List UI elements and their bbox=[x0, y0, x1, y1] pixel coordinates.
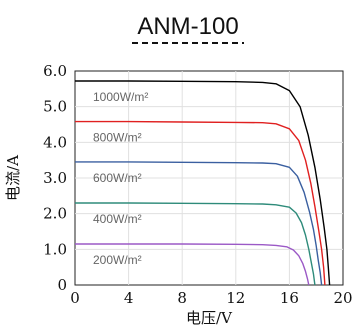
y-axis-label: 电流/A bbox=[4, 155, 22, 201]
y-tick-label: 3.0 bbox=[43, 169, 67, 187]
x-tick-label: 12 bbox=[226, 289, 245, 307]
curve-labels: 1000W/m² 800W/m² 600W/m² 400W/m² 200W/m² bbox=[93, 90, 148, 267]
x-axis-ticks: 0 4 8 12 16 20 bbox=[70, 289, 352, 307]
series-line-1 bbox=[75, 120, 326, 286]
x-tick-label: 16 bbox=[280, 289, 299, 307]
y-tick-label: 6.0 bbox=[43, 62, 67, 80]
x-tick-label: 4 bbox=[124, 289, 134, 307]
series-line-2 bbox=[75, 161, 323, 286]
curve-label-1: 800W/m² bbox=[93, 131, 142, 145]
x-tick-label: 20 bbox=[333, 289, 352, 307]
curves bbox=[75, 80, 331, 286]
x-axis-label: 电压/V bbox=[186, 309, 233, 327]
y-axis-ticks: 0 1.0 2.0 3.0 4.0 5.0 6.0 bbox=[43, 62, 67, 294]
y-tick-label: 1.0 bbox=[43, 240, 67, 258]
curve-label-0: 1000W/m² bbox=[93, 90, 148, 104]
chart-title: ANM-100 bbox=[137, 13, 238, 40]
series-line-4 bbox=[75, 243, 310, 286]
y-tick-label: 4.0 bbox=[43, 133, 67, 151]
x-tick-label: 8 bbox=[177, 289, 187, 307]
curve-label-4: 200W/m² bbox=[93, 253, 142, 267]
curve-label-3: 400W/m² bbox=[93, 212, 142, 226]
curve-label-2: 600W/m² bbox=[93, 171, 142, 185]
y-tick-label: 2.0 bbox=[43, 205, 67, 223]
series-line-0 bbox=[75, 80, 331, 286]
series-line-3 bbox=[75, 202, 316, 286]
x-tick-label: 0 bbox=[70, 289, 80, 307]
y-tick-label: 0 bbox=[57, 276, 67, 294]
grid bbox=[75, 71, 343, 285]
y-tick-label: 5.0 bbox=[43, 98, 67, 116]
